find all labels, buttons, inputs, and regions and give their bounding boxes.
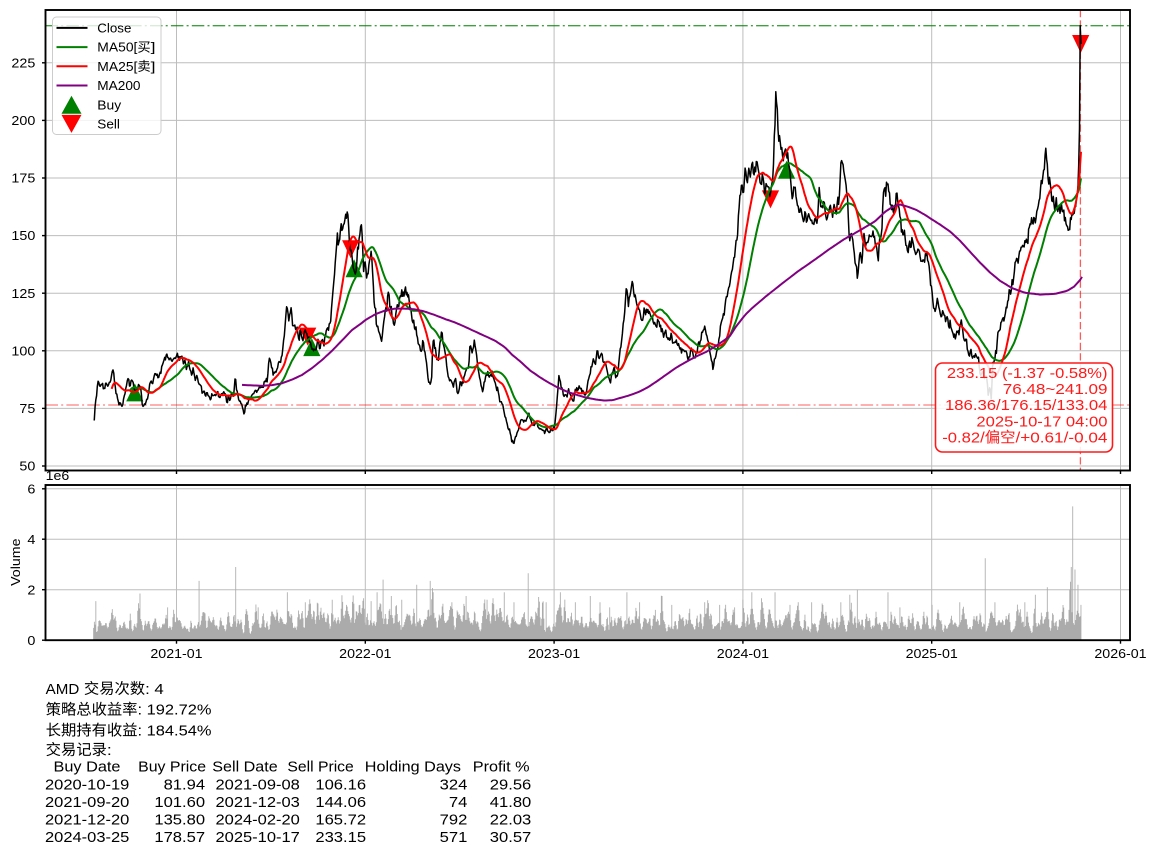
- svg-text:233.15: 233.15: [315, 830, 366, 846]
- svg-text:2: 2: [27, 583, 35, 597]
- svg-text:101.60: 101.60: [154, 795, 205, 811]
- svg-text:29.56: 29.56: [490, 777, 532, 793]
- svg-text:Sell Price: Sell Price: [287, 759, 353, 775]
- svg-text:Sell Date: Sell Date: [212, 759, 277, 775]
- svg-text:74: 74: [449, 795, 468, 811]
- svg-text:106.16: 106.16: [315, 777, 366, 793]
- svg-text:165.72: 165.72: [315, 812, 366, 828]
- svg-text:144.06: 144.06: [315, 795, 366, 811]
- svg-text:2023-01: 2023-01: [528, 647, 580, 661]
- svg-text:81.94: 81.94: [164, 777, 206, 793]
- svg-text:: 4: : 4: [145, 682, 164, 698]
- svg-text:2021-01: 2021-01: [150, 647, 202, 661]
- svg-text:150: 150: [11, 229, 35, 243]
- svg-text:Profit %: Profit %: [473, 759, 530, 775]
- svg-text:Sell: Sell: [97, 118, 120, 132]
- svg-text:2024-02-20: 2024-02-20: [216, 812, 300, 828]
- svg-text:4: 4: [27, 533, 35, 547]
- svg-text:41.80: 41.80: [490, 795, 532, 811]
- svg-text:/+0.61/-0.04: /+0.61/-0.04: [1015, 431, 1107, 447]
- svg-text:135.80: 135.80: [154, 812, 205, 828]
- svg-text:125: 125: [11, 287, 35, 301]
- svg-text:]: ]: [151, 60, 156, 74]
- svg-text:2022-01: 2022-01: [339, 647, 391, 661]
- svg-text:2021-12-20: 2021-12-20: [45, 812, 129, 828]
- svg-text:6: 6: [27, 482, 35, 496]
- svg-text:AMD: AMD: [46, 682, 80, 698]
- svg-text:2025-10-17: 2025-10-17: [216, 830, 300, 846]
- svg-text:: 184.54%: : 184.54%: [137, 723, 211, 739]
- svg-text:100: 100: [11, 344, 35, 358]
- svg-text:1e6: 1e6: [46, 469, 70, 483]
- svg-text:2026-01: 2026-01: [1094, 647, 1146, 661]
- svg-text:2021-12-03: 2021-12-03: [216, 795, 300, 811]
- svg-text:22.03: 22.03: [490, 812, 532, 828]
- svg-text:200: 200: [11, 114, 35, 128]
- svg-text:178.57: 178.57: [154, 830, 205, 846]
- svg-text:Buy Date: Buy Date: [54, 759, 121, 775]
- svg-text:2021-09-20: 2021-09-20: [45, 795, 129, 811]
- svg-text:233.15 (-1.37 -0.58%): 233.15 (-1.37 -0.58%): [947, 366, 1108, 382]
- svg-text::: :: [107, 743, 112, 759]
- svg-text:75: 75: [19, 402, 35, 416]
- svg-text:76.48~241.09: 76.48~241.09: [1003, 382, 1108, 398]
- svg-text:-0.82/: -0.82/: [942, 431, 986, 447]
- svg-text:2025-10-17 04:00: 2025-10-17 04:00: [976, 414, 1107, 430]
- svg-text:MA25[: MA25[: [97, 60, 138, 74]
- svg-text:MA200: MA200: [97, 79, 140, 93]
- svg-text:: 192.72%: : 192.72%: [137, 703, 211, 719]
- svg-text:MA50[: MA50[: [97, 41, 138, 55]
- svg-text:50: 50: [19, 460, 35, 474]
- svg-text:Buy Price: Buy Price: [138, 759, 206, 775]
- svg-text:]: ]: [151, 41, 156, 55]
- svg-text:2025-01: 2025-01: [906, 647, 958, 661]
- svg-text:792: 792: [440, 812, 468, 828]
- svg-text:Close: Close: [97, 22, 131, 36]
- svg-text:30.57: 30.57: [490, 830, 532, 846]
- svg-text:0: 0: [27, 634, 35, 648]
- svg-text:225: 225: [11, 56, 35, 70]
- svg-text:Volume: Volume: [9, 538, 23, 586]
- svg-text:2024-01: 2024-01: [717, 647, 769, 661]
- svg-text:Holding Days: Holding Days: [365, 759, 461, 775]
- svg-text:175: 175: [11, 172, 35, 186]
- svg-text:186.36/176.15/133.04: 186.36/176.15/133.04: [945, 398, 1107, 414]
- svg-text:2020-10-19: 2020-10-19: [45, 777, 129, 793]
- svg-text:2024-03-25: 2024-03-25: [45, 830, 129, 846]
- svg-text:Buy: Buy: [97, 98, 122, 112]
- svg-text:324: 324: [440, 777, 468, 793]
- svg-text:2021-09-08: 2021-09-08: [216, 777, 300, 793]
- svg-text:571: 571: [440, 830, 468, 846]
